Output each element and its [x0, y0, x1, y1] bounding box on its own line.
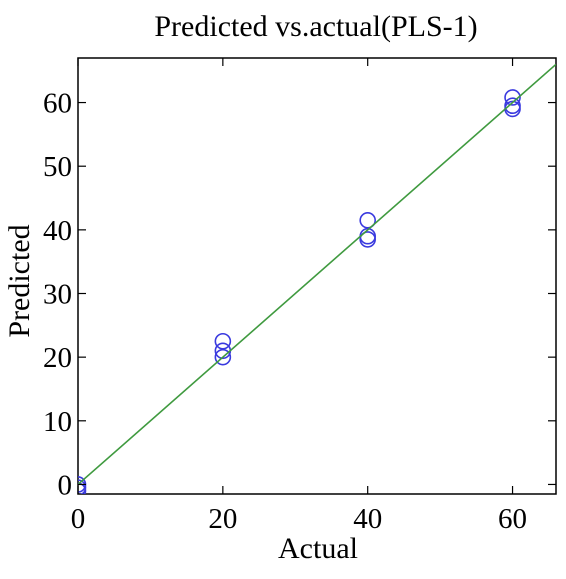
- plot-frame: [77, 57, 557, 495]
- data-point: [504, 89, 521, 106]
- fit-line: [78, 63, 556, 486]
- data-point: [359, 227, 376, 245]
- x-tick-label: 0: [71, 503, 86, 535]
- axis-ticks: 0 20 40 60 0 10 20 30 40 50 60: [43, 58, 556, 535]
- y-tick-label: 40: [43, 215, 72, 247]
- data-point: [359, 231, 376, 248]
- x-tick-label: 60: [498, 503, 527, 535]
- data-point: [359, 212, 376, 229]
- x-tick-label: 40: [353, 503, 382, 535]
- data-point: [214, 348, 232, 366]
- x-axis-label: Actual: [278, 532, 358, 565]
- y-axis-label: Predicted: [3, 224, 36, 337]
- chart-title: Predicted vs.actual(PLS-1): [154, 10, 477, 43]
- y-tick-label: 60: [43, 88, 72, 120]
- y-tick-label: 10: [43, 406, 72, 438]
- x-tick-label: 20: [208, 503, 237, 535]
- data-point: [78, 482, 87, 494]
- y-tick-label: 0: [58, 469, 73, 501]
- y-tick-label: 50: [43, 151, 72, 183]
- y-tick-label: 20: [43, 342, 72, 374]
- data-point: [504, 100, 521, 118]
- data-point: [214, 332, 232, 350]
- plot-area: [78, 63, 556, 494]
- y-tick-label: 30: [43, 279, 72, 311]
